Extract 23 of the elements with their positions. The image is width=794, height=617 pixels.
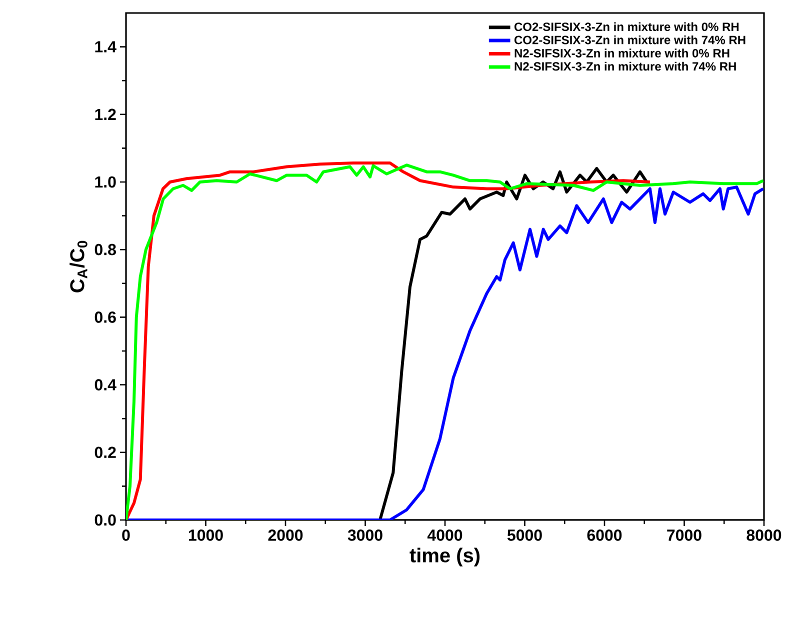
- y-tick-label: 1.2: [95, 108, 116, 120]
- legend-label: N2-SIFSIX-3-Zn in mixture with 74% RH: [514, 62, 736, 71]
- x-tick-label: 1000: [188, 530, 223, 541]
- legend-label: CO2-SIFSIX-3-Zn in mixture with 74% RH: [514, 35, 746, 44]
- y-tick-label: 0.0: [94, 514, 116, 526]
- y-axis-title: C$_{A}$/C$_{0}$: [70, 240, 88, 292]
- y-tick-label: 0.4: [94, 379, 116, 390]
- x-axis-title: time (s): [410, 548, 480, 566]
- x-tick-label: 4000: [427, 530, 462, 541]
- x-tick-label: 0: [122, 530, 130, 541]
- y-tick-label: 1.4: [95, 41, 116, 52]
- x-tick-label: 3000: [348, 530, 382, 541]
- y-tick-label: 0.6: [94, 312, 116, 323]
- x-tick-label: 5000: [507, 530, 542, 541]
- x-tick-label: 6000: [587, 530, 622, 541]
- y-tick-label: 1.0: [95, 176, 116, 188]
- x-tick-label: 2000: [268, 530, 303, 541]
- x-tick-label: 8000: [746, 530, 782, 541]
- y-tick-label: 0.8: [94, 244, 116, 256]
- y-tick-label: 0.2: [94, 446, 116, 458]
- x-tick-label: 7000: [667, 530, 702, 541]
- legend-label: CO2-SIFSIX-3-Zn in mixture with 0% RH: [514, 22, 739, 32]
- legend-label: N2-SIFSIX-3-Zn in mixture with 0% RH: [514, 48, 730, 58]
